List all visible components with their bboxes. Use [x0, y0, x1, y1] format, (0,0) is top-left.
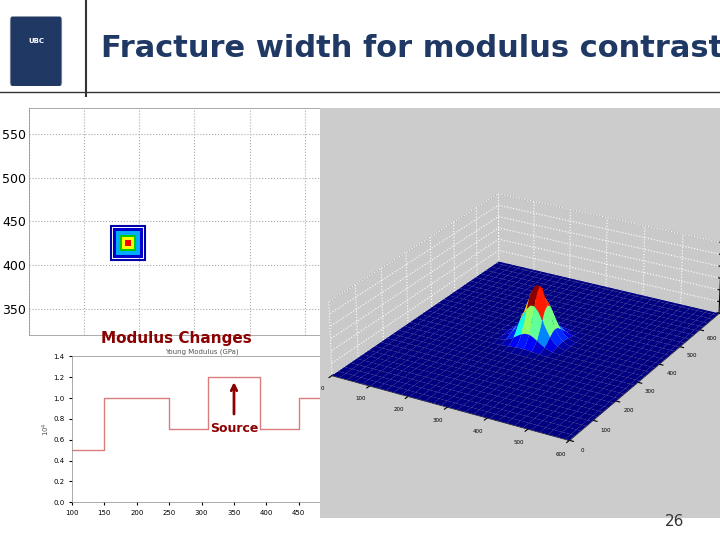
Text: Source: Source [210, 422, 258, 435]
Text: Fracture width for modulus contrast: Fracture width for modulus contrast [101, 34, 720, 63]
Title: Young Modulus (GPa): Young Modulus (GPa) [165, 349, 238, 355]
Text: $10^4$: $10^4$ [41, 422, 52, 436]
Text: 26: 26 [665, 514, 684, 529]
FancyBboxPatch shape [10, 16, 62, 86]
Text: Modulus Changes: Modulus Changes [101, 331, 251, 346]
Text: UBC: UBC [28, 38, 44, 44]
